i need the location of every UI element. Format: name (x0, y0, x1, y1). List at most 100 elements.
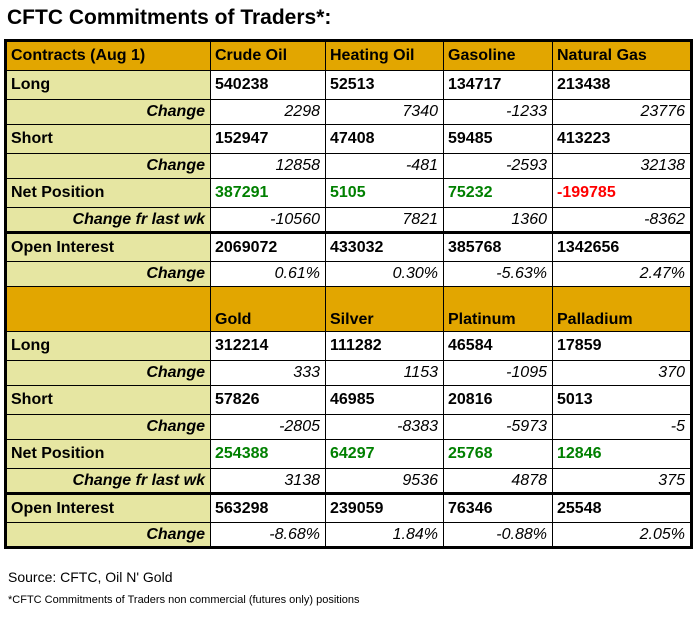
section-2-header-row: Gold Silver Platinum Palladium (5, 286, 692, 332)
value-cell: 46985 (325, 385, 444, 415)
value-cell: 76346 (443, 492, 553, 523)
value-cell: 1342656 (552, 231, 692, 262)
value-cell: 111282 (325, 331, 444, 361)
value-cell: 540238 (210, 70, 326, 100)
value-cell: 47408 (325, 124, 444, 154)
row-label-cell: Open Interest (5, 231, 211, 262)
value-cell: 57826 (210, 385, 326, 415)
page-title: CFTC Commitments of Traders*: (7, 6, 332, 29)
cot-table: Contracts (Aug 1) Crude Oil Heating Oil Gas… (4, 39, 693, 549)
value-cell: 5105 (325, 178, 444, 208)
row-label-cell: Long (5, 70, 211, 100)
table-row: Change 333 1153 -1095 370 (5, 360, 692, 386)
value-cell: 254388 (210, 439, 326, 469)
value-cell: -5.63% (443, 261, 553, 287)
section-1-header-row: Contracts (Aug 1) Crude Oil Heating Oil Gas… (5, 40, 692, 71)
value-cell: -2593 (443, 153, 553, 179)
value-cell: 563298 (210, 492, 326, 523)
row-label-cell: Change fr last wk (5, 468, 211, 494)
table-row: Change fr last wk 3138 9536 4878 375 (5, 468, 692, 494)
value-cell: -5 (552, 414, 692, 440)
value-cell: -199785 (552, 178, 692, 208)
value-cell: 25548 (552, 492, 692, 523)
row-label-cell: Change (5, 99, 211, 125)
table-row: Change -8.68% 1.84% -0.88% 2.05% (5, 522, 692, 548)
row-label-cell: Change (5, 261, 211, 287)
column-header-cell: Palladium (552, 286, 692, 332)
value-cell: 12846 (552, 439, 692, 469)
section2-blank-header-cell (5, 286, 211, 332)
row-label-cell: Change (5, 153, 211, 179)
table-row: Open Interest 2069072 433032 385768 1342656 (5, 231, 692, 262)
value-cell: 32138 (552, 153, 692, 179)
value-cell: -8.68% (210, 522, 326, 548)
value-cell: 52513 (325, 70, 444, 100)
row-label-cell: Change (5, 360, 211, 386)
value-cell: 5013 (552, 385, 692, 415)
value-cell: 239059 (325, 492, 444, 523)
value-cell: -8383 (325, 414, 444, 440)
table-row: Change fr last wk -10560 7821 1360 -8362 (5, 207, 692, 233)
value-cell: 0.61% (210, 261, 326, 287)
value-cell: 46584 (443, 331, 553, 361)
value-cell: -1095 (443, 360, 553, 386)
column-header-cell: Gasoline (443, 40, 553, 71)
source-line: Source: CFTC, Oil N' Gold (8, 569, 173, 585)
value-cell: -481 (325, 153, 444, 179)
value-cell: 0.30% (325, 261, 444, 287)
value-cell: 59485 (443, 124, 553, 154)
value-cell: 152947 (210, 124, 326, 154)
table-row: Net Position 254388 64297 25768 12846 (5, 439, 692, 469)
table-row: Change 0.61% 0.30% -5.63% 2.47% (5, 261, 692, 287)
table-row: Long 312214 111282 46584 17859 (5, 331, 692, 361)
table-row: Net Position 387291 5105 75232 -199785 (5, 178, 692, 208)
value-cell: -0.88% (443, 522, 553, 548)
row-label-cell: Change (5, 414, 211, 440)
column-header-cell: Natural Gas (552, 40, 692, 71)
value-cell: 333 (210, 360, 326, 386)
row-label-cell: Net Position (5, 439, 211, 469)
value-cell: 25768 (443, 439, 553, 469)
value-cell: 2069072 (210, 231, 326, 262)
row-label-cell: Change (5, 522, 211, 548)
value-cell: -8362 (552, 207, 692, 233)
value-cell: 9536 (325, 468, 444, 494)
value-cell: 1360 (443, 207, 553, 233)
row-label-cell: Open Interest (5, 492, 211, 523)
value-cell: 433032 (325, 231, 444, 262)
value-cell: 23776 (552, 99, 692, 125)
value-cell: 1.84% (325, 522, 444, 548)
table-row: Change 12858 -481 -2593 32138 (5, 153, 692, 179)
value-cell: 2298 (210, 99, 326, 125)
value-cell: 1153 (325, 360, 444, 386)
value-cell: 7340 (325, 99, 444, 125)
value-cell: 12858 (210, 153, 326, 179)
value-cell: 2.05% (552, 522, 692, 548)
table-row: Open Interest 563298 239059 76346 25548 (5, 492, 692, 523)
table-row: Long 540238 52513 134717 213438 (5, 70, 692, 100)
row-label-cell: Long (5, 331, 211, 361)
table-row: Change 2298 7340 -1233 23776 (5, 99, 692, 125)
column-header-cell: Heating Oil (325, 40, 444, 71)
column-header-cell: Gold (210, 286, 326, 332)
value-cell: 213438 (552, 70, 692, 100)
value-cell: -10560 (210, 207, 326, 233)
value-cell: 134717 (443, 70, 553, 100)
value-cell: 312214 (210, 331, 326, 361)
value-cell: 375 (552, 468, 692, 494)
column-header-cell: Silver (325, 286, 444, 332)
row-label-cell: Change fr last wk (5, 207, 211, 233)
value-cell: 64297 (325, 439, 444, 469)
value-cell: 385768 (443, 231, 553, 262)
corner-header-cell: Contracts (Aug 1) (5, 40, 211, 71)
row-label-cell: Net Position (5, 178, 211, 208)
row-label-cell: Short (5, 124, 211, 154)
table-row: Change -2805 -8383 -5973 -5 (5, 414, 692, 440)
value-cell: 370 (552, 360, 692, 386)
value-cell: -1233 (443, 99, 553, 125)
table-row: Short 152947 47408 59485 413223 (5, 124, 692, 154)
value-cell: 2.47% (552, 261, 692, 287)
value-cell: 7821 (325, 207, 444, 233)
value-cell: 4878 (443, 468, 553, 494)
column-header-cell: Crude Oil (210, 40, 326, 71)
